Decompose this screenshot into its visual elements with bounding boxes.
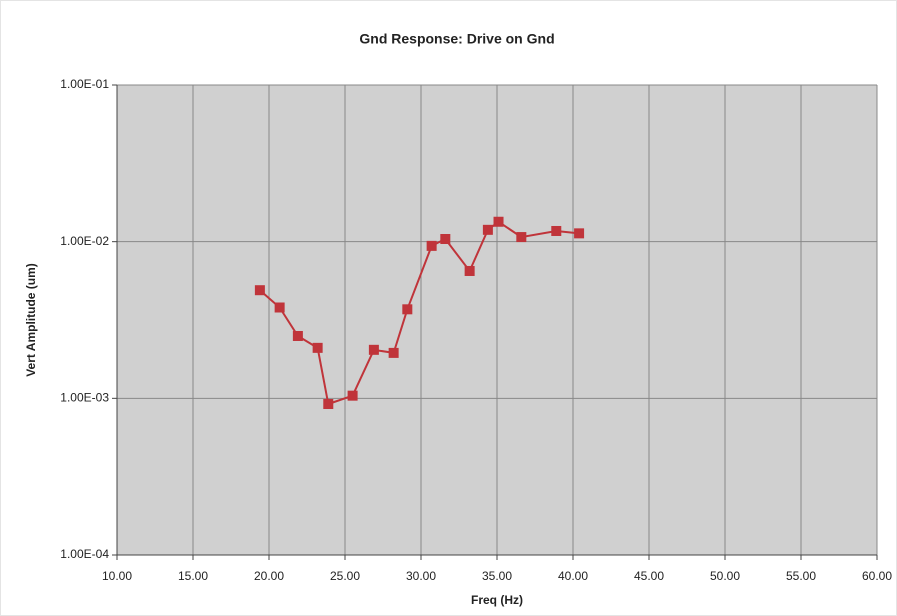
- data-point: [402, 304, 413, 315]
- y-tick-label: 1.00E-03: [60, 391, 109, 405]
- data-point: [347, 390, 358, 401]
- chart-title: Gnd Response: Drive on Gnd: [359, 31, 554, 47]
- x-axis-label: Freq (Hz): [471, 593, 523, 607]
- y-tick-label: 1.00E-04: [60, 547, 109, 561]
- data-point: [388, 347, 399, 358]
- data-point: [482, 224, 493, 235]
- data-point: [292, 330, 303, 341]
- data-point: [574, 228, 585, 239]
- x-tick-label: 10.00: [102, 569, 132, 583]
- data-point: [493, 216, 504, 227]
- x-tick-label: 50.00: [710, 569, 740, 583]
- y-axis-label: Vert Amplitude (um): [24, 263, 38, 377]
- data-point: [440, 233, 451, 244]
- y-tick-label: 1.00E-02: [60, 234, 109, 248]
- data-point: [323, 399, 334, 410]
- x-tick-label: 20.00: [254, 569, 284, 583]
- x-tick-label: 30.00: [406, 569, 436, 583]
- x-tick-label: 15.00: [178, 569, 208, 583]
- x-tick-label: 60.00: [862, 569, 892, 583]
- data-point: [312, 342, 323, 353]
- data-point: [516, 232, 527, 243]
- data-point: [426, 240, 437, 251]
- data-point: [254, 285, 265, 296]
- x-tick-label: 35.00: [482, 569, 512, 583]
- data-point: [551, 225, 562, 236]
- data-point: [464, 265, 475, 276]
- x-tick-label: 45.00: [634, 569, 664, 583]
- x-tick-label: 25.00: [330, 569, 360, 583]
- data-point: [368, 344, 379, 355]
- y-tick-label: 1.00E-01: [60, 77, 109, 91]
- x-tick-label: 55.00: [786, 569, 816, 583]
- x-tick-label: 40.00: [558, 569, 588, 583]
- data-point: [274, 302, 285, 313]
